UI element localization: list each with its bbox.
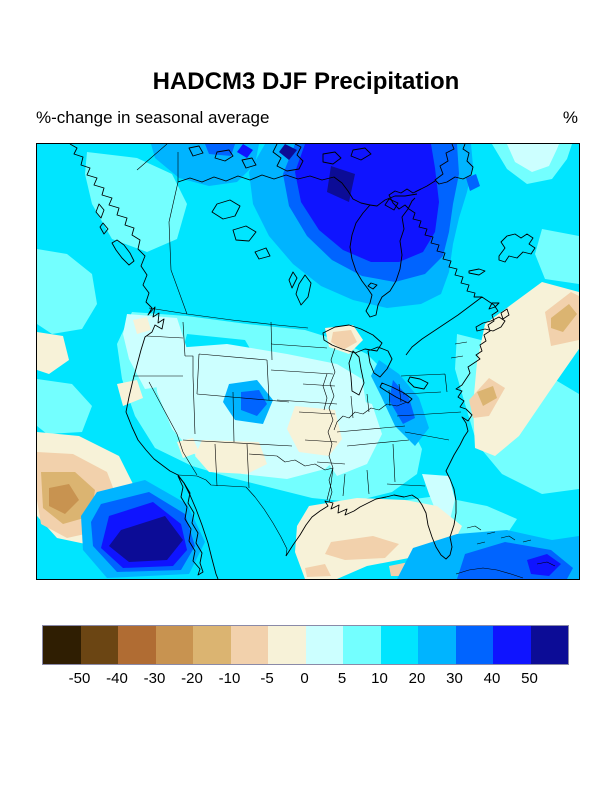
colorbar-segment bbox=[155, 626, 193, 664]
colorbar-tick-label: -10 bbox=[218, 670, 241, 687]
region--5-0 bbox=[287, 406, 342, 456]
hudson-bay bbox=[349, 180, 436, 318]
region-5-10 bbox=[37, 249, 97, 334]
colorbar-segment bbox=[80, 626, 118, 664]
colorbar-segment bbox=[305, 626, 343, 664]
colorbar-tick-label: 5 bbox=[337, 670, 347, 687]
colorbar-segment bbox=[455, 626, 493, 664]
region-30-40 bbox=[205, 144, 235, 156]
region-30-40 bbox=[241, 390, 267, 416]
region--5-0 bbox=[177, 438, 199, 458]
colorbar-tick-label: 30 bbox=[446, 670, 463, 687]
region-40-50 bbox=[237, 144, 253, 158]
colorbar-tick-label: -30 bbox=[143, 670, 166, 687]
regions-over-50 bbox=[109, 144, 355, 562]
colorbar-tick-label: 50 bbox=[521, 670, 538, 687]
great-lakes bbox=[322, 324, 429, 404]
region-30-40 bbox=[466, 174, 480, 191]
region-gt-50 bbox=[109, 516, 183, 562]
region--10--5 bbox=[305, 564, 331, 577]
map-canvas bbox=[37, 144, 579, 579]
region--5-0 bbox=[37, 332, 69, 374]
colorbar bbox=[42, 625, 569, 665]
colorbar-tick-label: -50 bbox=[68, 670, 91, 687]
bahamas-cuba-coastline bbox=[455, 525, 556, 579]
colorbar-tick-label: 40 bbox=[483, 670, 501, 687]
arctic-islands bbox=[188, 144, 474, 185]
arctic-mainland-coast bbox=[177, 174, 371, 206]
region-5-10 bbox=[37, 379, 92, 434]
colorbar-segment bbox=[493, 626, 531, 664]
region-5-10 bbox=[85, 152, 187, 252]
colorbar-tick-label: 10 bbox=[371, 670, 388, 687]
canadian-lakes bbox=[211, 199, 312, 306]
colorbar-segment bbox=[43, 626, 81, 664]
colorbar-tick-label: 20 bbox=[408, 670, 426, 687]
unit-label: % bbox=[562, 108, 578, 127]
region--5-0 bbox=[133, 317, 151, 334]
colorbar-tick-label: -40 bbox=[106, 670, 128, 687]
colorbar-segment bbox=[418, 626, 456, 664]
region-gt-50 bbox=[279, 144, 297, 160]
contour-map bbox=[36, 143, 580, 580]
colorbar-segment bbox=[343, 626, 381, 664]
region-5-10 bbox=[535, 229, 579, 284]
us-mexico-border bbox=[177, 474, 288, 557]
us-canada-border bbox=[148, 307, 309, 329]
nova-scotia bbox=[475, 302, 510, 332]
region-gt-50 bbox=[327, 166, 355, 202]
canada-province-borders bbox=[168, 152, 188, 315]
us-state-borders bbox=[133, 321, 468, 503]
subtitle-row: %-change in seasonal average % bbox=[36, 108, 578, 132]
region-40-50 bbox=[527, 554, 561, 576]
colorbar-segment bbox=[380, 626, 418, 664]
political-borders bbox=[133, 144, 556, 579]
region-0-5 bbox=[422, 474, 455, 524]
queen-charlotte-islands bbox=[95, 203, 109, 235]
colorbar-tick-label: -5 bbox=[260, 670, 274, 687]
colorbar-segment bbox=[118, 626, 156, 664]
chart-subtitle: %-change in seasonal average bbox=[36, 108, 270, 127]
pacific-coastline bbox=[69, 144, 219, 579]
baja-coastline bbox=[177, 475, 204, 576]
colorbar-tick-labels: -50 -40 -30 -20 -10 -5 0 5 10 20 30 40 50 bbox=[42, 670, 567, 690]
colorbar-tick-label: 0 bbox=[300, 670, 309, 687]
region--10--5 bbox=[331, 330, 357, 350]
colorbar-segment bbox=[230, 626, 268, 664]
coastlines bbox=[69, 144, 536, 579]
region--20--10 bbox=[477, 386, 497, 406]
colorbar-segment bbox=[268, 626, 306, 664]
chart-title: HADCM3 DJF Precipitation bbox=[152, 68, 460, 95]
newfoundland bbox=[468, 233, 536, 276]
colorbar-segment bbox=[193, 626, 231, 664]
region--20--10 bbox=[551, 304, 577, 332]
region--10--5 bbox=[325, 536, 399, 560]
vancouver-island bbox=[111, 239, 135, 266]
region-30-40 bbox=[389, 380, 415, 424]
region--30--20 bbox=[49, 484, 79, 514]
region-0-5 bbox=[507, 144, 559, 172]
alaska-border bbox=[136, 144, 168, 171]
colorbar-segment bbox=[530, 626, 568, 664]
colorbar-tick-label: -20 bbox=[181, 670, 203, 687]
region--5-0 bbox=[195, 440, 267, 474]
gulf-and-atlantic-coastline bbox=[285, 296, 499, 560]
